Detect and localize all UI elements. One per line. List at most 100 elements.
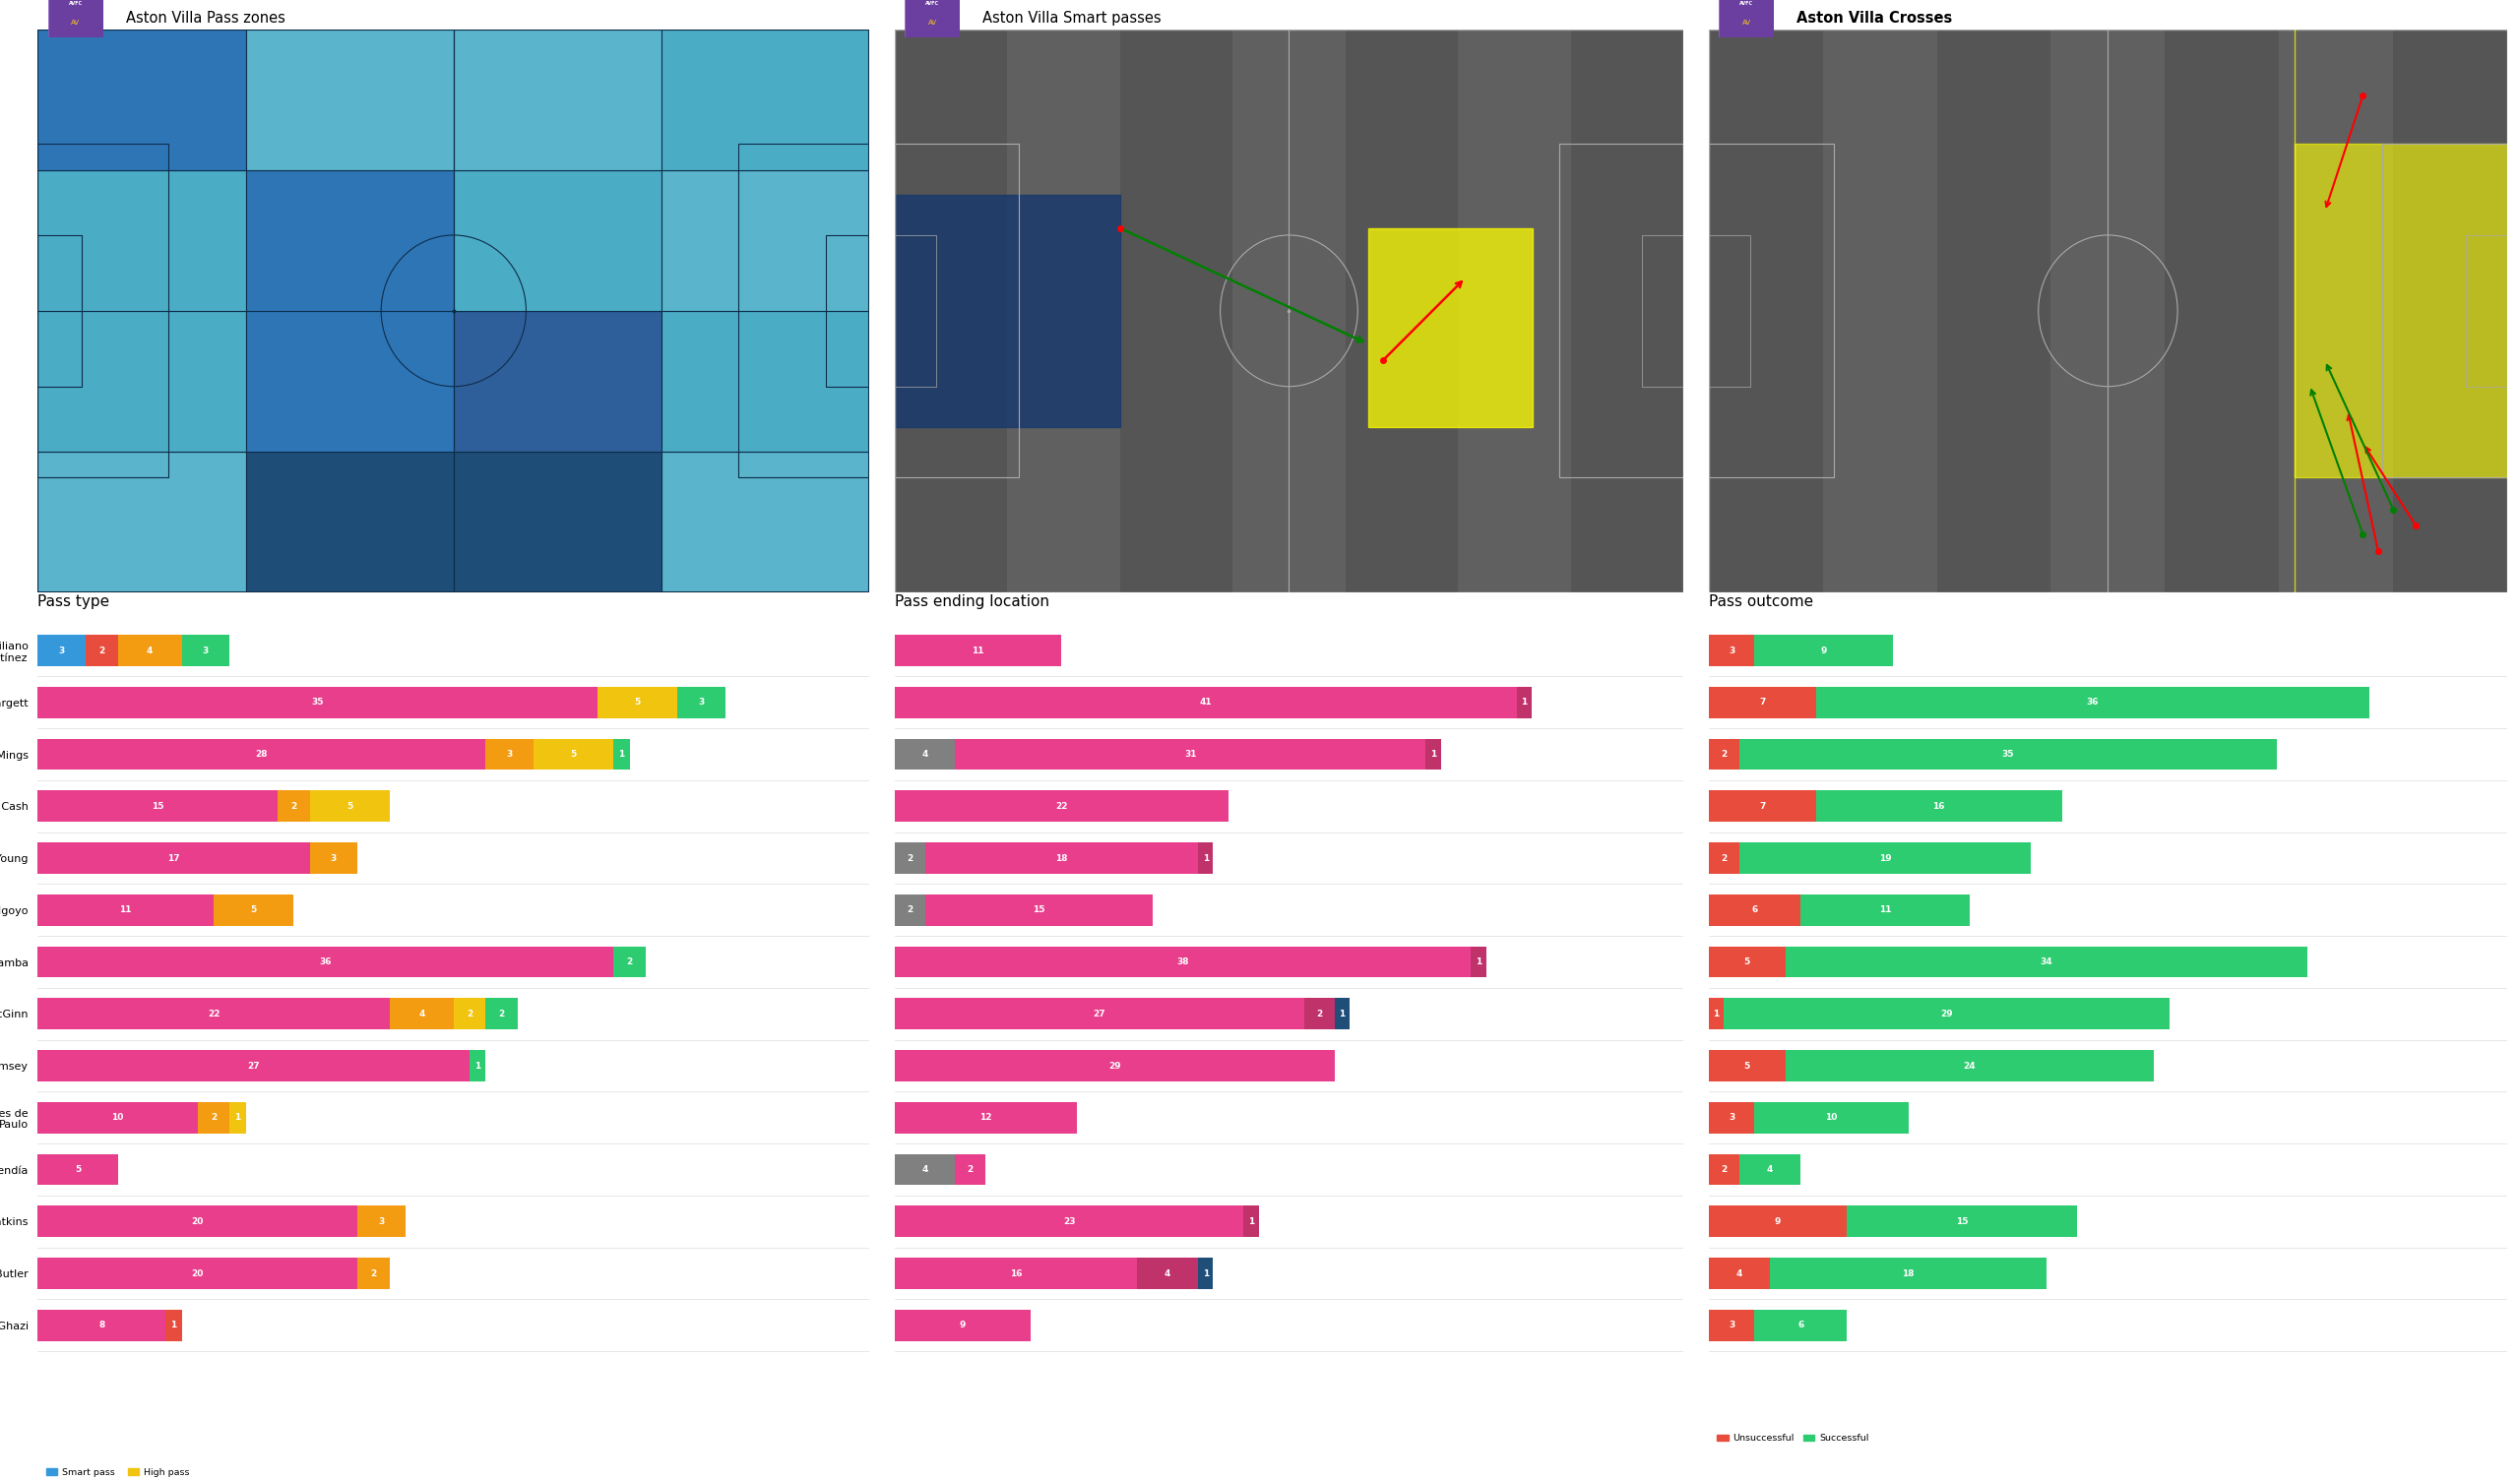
Text: 36: 36 [2087,699,2099,707]
Bar [486,739,534,770]
Bar [1739,739,2278,770]
Bar [895,842,925,873]
Bar [197,1103,229,1134]
Text: 20: 20 [192,1268,204,1277]
Bar [38,170,247,311]
Text: 2: 2 [1315,1009,1323,1018]
Bar [38,311,247,451]
Bar [678,687,726,718]
Bar [38,1206,358,1237]
Bar [1305,999,1336,1030]
Bar [612,946,645,977]
Text: 1: 1 [617,750,625,759]
Bar [1709,1103,1754,1134]
Bar [2165,30,2278,592]
Bar [38,946,612,977]
Text: 3: 3 [58,647,66,656]
Bar [660,451,869,592]
Bar [925,842,1197,873]
Bar [895,999,1305,1030]
Text: 2: 2 [290,802,297,811]
Text: AV: AV [71,19,81,25]
Text: 5: 5 [249,906,257,915]
Text: 2: 2 [907,906,912,915]
Bar [358,1206,406,1237]
Bar [1368,228,1532,426]
Text: 12: 12 [980,1113,993,1122]
Bar [38,1310,166,1341]
Text: 1: 1 [1429,750,1436,759]
Bar [310,842,358,873]
Text: 35: 35 [2001,750,2013,759]
Bar [1709,1154,1739,1185]
Bar [895,894,925,925]
Text: 15: 15 [151,802,164,811]
Bar [1517,687,1532,718]
Bar [454,311,660,451]
Bar [247,451,454,592]
Bar [1709,1051,1784,1082]
Bar [1709,687,1817,718]
Bar [895,1258,1137,1289]
Bar [1008,30,1119,592]
Text: 10: 10 [1824,1113,1837,1122]
Text: 1: 1 [1202,854,1210,863]
Bar [1709,842,1739,873]
Bar [86,635,118,666]
Bar [895,790,1227,821]
Bar [895,1310,1031,1341]
Text: 1: 1 [1247,1217,1255,1225]
Text: 4: 4 [418,1009,426,1018]
Bar [895,739,955,770]
Bar [2394,30,2507,592]
Legend: Smart pass, Simple pass, Launch, Head pass, High pass, Hand pass, Cross: Smart pass, Simple pass, Launch, Head pa… [43,1465,197,1480]
Bar [1709,635,1754,666]
Bar [660,170,869,311]
Text: 3: 3 [1729,1320,1734,1329]
Bar [895,635,1061,666]
Text: 15: 15 [1033,906,1046,915]
Bar [38,1051,469,1082]
Bar [277,790,310,821]
Bar [1709,946,1784,977]
Text: 8: 8 [98,1320,106,1329]
Bar [358,1258,391,1289]
Text: 36: 36 [320,958,333,966]
Text: 4: 4 [146,647,154,656]
Bar [1817,790,2061,821]
Text: 22: 22 [1056,802,1068,811]
Text: 24: 24 [1963,1061,1976,1070]
Text: 5: 5 [76,1165,81,1174]
Text: 17: 17 [166,854,179,863]
Text: 7: 7 [1759,699,1767,707]
Text: 18: 18 [1056,854,1068,863]
Text: 11: 11 [118,906,131,915]
Text: Pass type: Pass type [38,593,111,608]
Text: 20: 20 [192,1217,204,1225]
Bar [247,311,454,451]
Text: 10: 10 [111,1113,123,1122]
Text: 1: 1 [1338,1009,1346,1018]
Bar [38,687,597,718]
Bar [38,739,486,770]
Bar [612,739,630,770]
Text: 3: 3 [202,647,209,656]
Bar [38,30,247,170]
Bar [1346,30,1459,592]
Bar [38,451,247,592]
Text: 2: 2 [1721,854,1726,863]
Bar [454,30,660,170]
Text: 5: 5 [1744,958,1749,966]
Text: 2: 2 [499,1009,504,1018]
Text: 22: 22 [207,1009,219,1018]
Text: AVFC: AVFC [925,1,940,6]
Bar [1459,30,1570,592]
Bar [38,1154,118,1185]
Bar [1570,30,1683,592]
Text: 27: 27 [1094,1009,1106,1018]
Text: 5: 5 [570,750,577,759]
Bar [895,1206,1242,1237]
Bar [1739,1154,1802,1185]
Text: 2: 2 [968,1165,973,1174]
Bar [486,999,517,1030]
